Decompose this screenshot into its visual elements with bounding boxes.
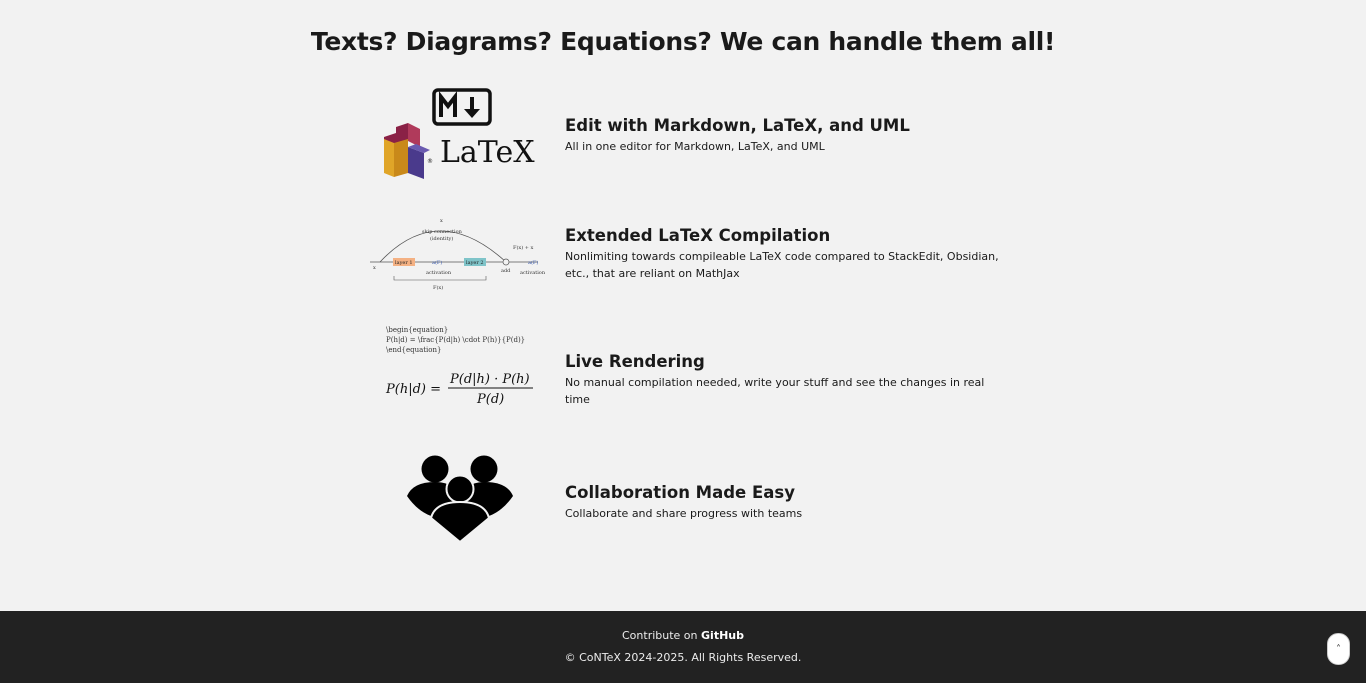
feature-title: Collaboration Made Easy [565, 483, 795, 502]
diagram-out-activation: activation [520, 270, 546, 276]
scroll-to-top-button[interactable]: ˄ [1327, 633, 1350, 665]
contribute-prefix: Contribute on [622, 629, 698, 642]
uml-icon [384, 123, 430, 179]
residual-diagram-icon: x skip connection (identity) x layer 1 a… [368, 216, 550, 296]
markdown-icon: ® LaTeX [384, 88, 535, 179]
svg-text:®: ® [427, 158, 433, 165]
diagram-bottom-label: F(x) [433, 284, 443, 291]
equation-render-icon: \begin{equation} P(h|d) = \frac{P(d|h) \… [384, 323, 544, 413]
footer-copyright: © CoNTeX 2024-2025. All Rights Reserved. [564, 651, 802, 664]
feature-collaboration: Collaboration Made Easy Collaborate and … [565, 483, 1005, 522]
footer: Contribute on GitHub © CoNTeX 2024-2025.… [0, 611, 1366, 683]
equation-lhs: P(h|d) = [385, 382, 441, 397]
diagram-top-label: x [440, 218, 443, 224]
feature-description: No manual compilation needed, write your… [565, 376, 985, 406]
footer-contribute: Contribute on GitHub [0, 629, 1366, 642]
equation-code-line1: \begin{equation} [386, 326, 448, 334]
feature-title: Live Rendering [565, 352, 705, 371]
feature-title: Extended LaTeX Compilation [565, 226, 831, 245]
chevron-up-icon: ˄ [1336, 643, 1341, 655]
diagram-layer1: layer 1 [395, 260, 413, 266]
team-icon [405, 452, 515, 544]
equation-numerator: P(d|h) · P(h) [449, 372, 530, 387]
diagram-mid-label: a(F) [432, 259, 442, 266]
latex-logo: LaTeX [440, 135, 535, 170]
github-link[interactable]: GitHub [701, 629, 744, 642]
feature-description: Nonlimiting towards compileable LaTeX co… [565, 250, 999, 280]
diagram-layer2: layer 2 [466, 260, 484, 266]
equation-denominator: P(d) [476, 392, 504, 407]
equation-code-line3: \end{equation} [386, 346, 441, 354]
equation-code-line2: P(h|d) = \frac{P(d|h) \cdot P(h)}{P(d)} [386, 336, 525, 344]
diagram-activation-label: activation [426, 270, 452, 276]
feature-description: All in one editor for Markdown, LaTeX, a… [565, 140, 825, 153]
diagram-right-formula: F(x) + x [513, 244, 534, 251]
feature-description: Collaborate and share progress with team… [565, 507, 803, 520]
diagram-skip-sublabel: (identity) [430, 235, 453, 242]
diagram-skip-label: skip connection [422, 229, 463, 235]
editors-logo-group: ® LaTeX [380, 87, 540, 182]
diagram-out-label: a(F) [528, 259, 538, 266]
feature-live-rendering: Live Rendering No manual compilation nee… [565, 352, 1005, 408]
page-title: Texts? Diagrams? Equations? We can handl… [310, 27, 1056, 56]
feature-editors: Edit with Markdown, LaTeX, and UML All i… [565, 116, 1005, 155]
diagram-add-label: add [501, 268, 511, 274]
feature-title: Edit with Markdown, LaTeX, and UML [565, 116, 910, 135]
feature-latex-compilation: Extended LaTeX Compilation Nonlimiting t… [565, 226, 1005, 282]
diagram-input-label: x [373, 265, 376, 271]
